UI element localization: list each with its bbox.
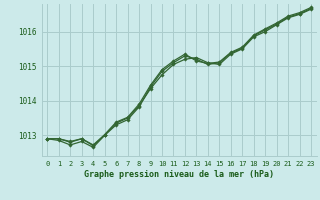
X-axis label: Graphe pression niveau de la mer (hPa): Graphe pression niveau de la mer (hPa) [84, 170, 274, 179]
